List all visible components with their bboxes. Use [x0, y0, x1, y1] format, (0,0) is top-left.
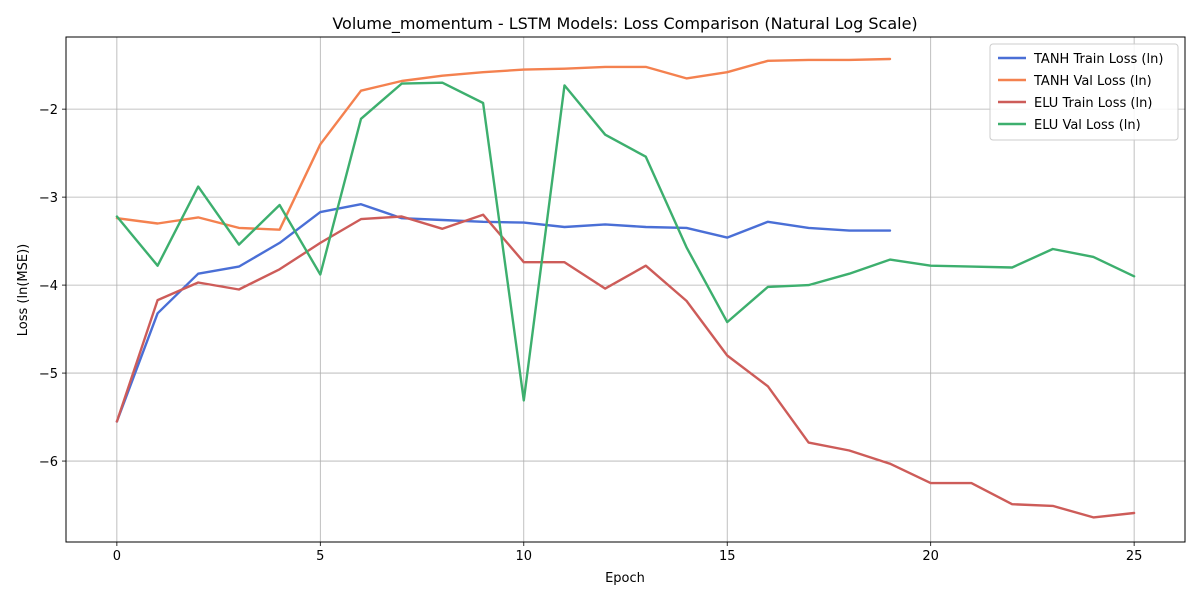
- plot-frame: [65, 36, 1186, 543]
- legend-box: [989, 43, 1179, 141]
- axis-ticks: 0 5 10 15 20 25 −6 −5 −4 −3 −2: [39, 103, 1143, 564]
- y-tick-label: −3: [39, 191, 58, 206]
- series-line-2: [115, 57, 892, 231]
- chart-title: Volume_momentum - LSTM Models: Loss Comp…: [332, 14, 917, 34]
- x-tick-label: 25: [1126, 549, 1143, 564]
- legend-label: TANH Val Loss (ln): [1033, 74, 1152, 89]
- x-axis-label: Epoch: [605, 571, 645, 586]
- x-tick-label: 20: [922, 549, 939, 564]
- y-axis-label: Loss (ln(MSE)): [16, 244, 31, 336]
- legend-label: ELU Val Loss (ln): [1034, 118, 1141, 133]
- x-tick-label: 5: [316, 549, 324, 564]
- series-line-1: [115, 202, 892, 423]
- y-tick-label: −6: [39, 455, 58, 470]
- series-line-3: [115, 213, 1136, 519]
- x-tick-label: 0: [113, 549, 121, 564]
- series-line-4: [115, 81, 1136, 402]
- legend-label: TANH Train Loss (ln): [1033, 52, 1163, 67]
- y-tick-label: −2: [39, 103, 58, 118]
- series-lines: [115, 57, 1136, 519]
- x-tick-label: 15: [719, 549, 736, 564]
- x-tick-label: 10: [515, 549, 532, 564]
- y-tick-label: −5: [39, 367, 58, 382]
- legend-label: ELU Train Loss (ln): [1034, 96, 1152, 111]
- y-tick-label: −4: [39, 279, 58, 294]
- legend: TANH Train Loss (ln) TANH Val Loss (ln) EL…: [989, 43, 1179, 141]
